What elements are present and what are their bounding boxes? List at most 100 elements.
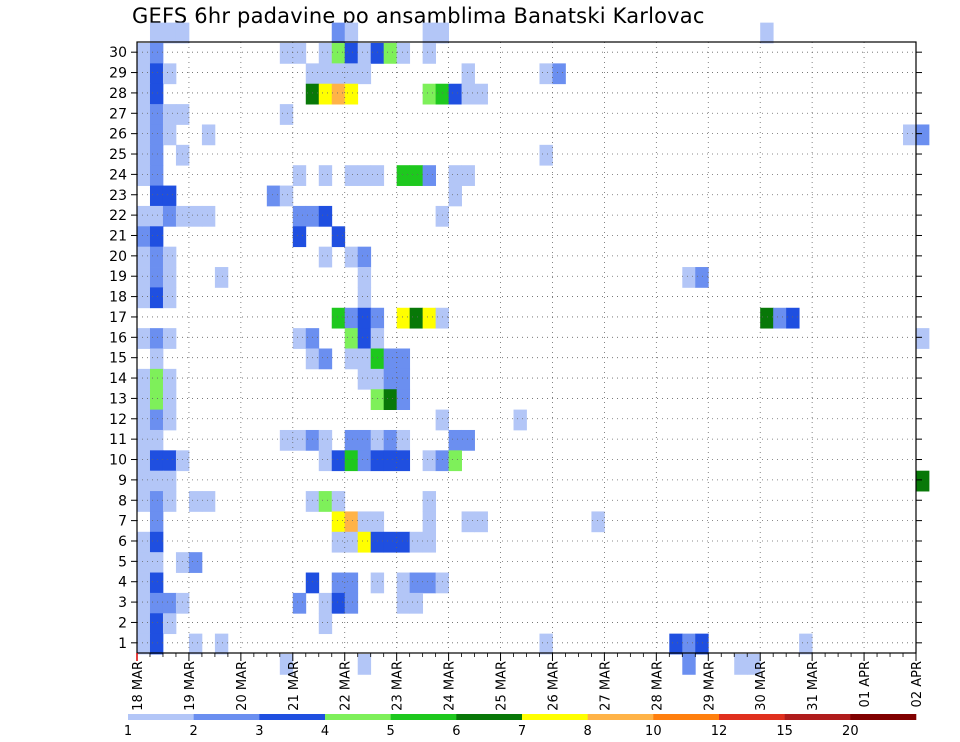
x-tick-label: 23 MAR <box>391 661 406 711</box>
heatmap-cell <box>137 552 151 573</box>
heatmap-cell <box>760 22 774 44</box>
heatmap-cell <box>370 307 385 329</box>
x-tick-label: 20 MAR <box>235 661 250 711</box>
heatmap-cell <box>435 83 449 105</box>
heatmap-cell <box>137 470 151 492</box>
heatmap-cell <box>916 328 930 349</box>
heatmap-cell <box>162 205 177 227</box>
heatmap-cell <box>799 633 813 655</box>
heatmap-cell <box>279 654 294 675</box>
heatmap-cell <box>786 307 800 329</box>
heatmap-cell <box>435 307 449 329</box>
heatmap-cell <box>201 491 216 512</box>
heatmap-cell <box>448 185 462 207</box>
heatmap-cell <box>279 429 294 451</box>
colorbar-label: 6 <box>452 724 460 739</box>
heatmap-cell <box>149 572 164 594</box>
heatmap-cell <box>162 592 177 614</box>
y-tick-label: 7 <box>118 514 127 530</box>
heatmap-cell <box>370 572 385 594</box>
heatmap-cell <box>695 633 709 655</box>
heatmap-cell <box>149 267 164 288</box>
heatmap-cell <box>162 267 177 288</box>
heatmap-cell <box>357 307 372 329</box>
y-tick-label: 23 <box>109 188 127 204</box>
heatmap-cell <box>318 491 333 512</box>
heatmap-cell <box>331 63 346 85</box>
heatmap-cell <box>292 592 307 614</box>
y-tick-label: 10 <box>109 453 127 469</box>
heatmap-cell <box>539 144 553 166</box>
heatmap-cell <box>149 450 164 472</box>
heatmap-cell <box>539 633 553 655</box>
heatmap-cell <box>137 104 151 125</box>
heatmap-cell <box>149 348 164 370</box>
y-tick-label: 26 <box>109 127 127 143</box>
heatmap-cell <box>149 592 164 614</box>
heatmap-cell <box>383 429 398 451</box>
heatmap-cell <box>305 348 320 370</box>
heatmap-cell <box>357 63 372 85</box>
heatmap-cell <box>318 348 333 370</box>
heatmap-cell <box>305 63 320 85</box>
heatmap-cell <box>331 491 346 512</box>
heatmap-cell <box>370 429 385 451</box>
heatmap-cell <box>149 409 164 431</box>
colorbar-swatch <box>193 714 260 720</box>
x-tick-label: 27 MAR <box>598 661 613 711</box>
heatmap-cell <box>773 307 787 329</box>
heatmap-cell <box>149 43 164 64</box>
heatmap-cell <box>409 531 424 553</box>
heatmap-cell <box>916 124 930 146</box>
heatmap-cell <box>162 389 177 410</box>
y-tick-label: 21 <box>109 228 127 244</box>
heatmap-cell <box>149 613 164 635</box>
heatmap-cell <box>409 307 424 329</box>
heatmap-cell <box>357 287 372 309</box>
heatmap-cell <box>214 267 229 288</box>
heatmap-cell <box>435 450 449 472</box>
y-tick-label: 12 <box>109 412 127 428</box>
heatmap-cell <box>318 246 333 268</box>
heatmap-cell <box>162 613 177 635</box>
colorbar-label: 8 <box>584 724 592 739</box>
heatmap-cell <box>448 83 462 105</box>
heatmap-cell <box>539 63 553 85</box>
heatmap-cell <box>422 450 437 472</box>
heatmap-cell <box>370 368 385 390</box>
heatmap-cell <box>162 124 177 146</box>
heatmap-cell <box>474 511 488 533</box>
heatmap-cell <box>149 389 164 410</box>
heatmap-cell <box>552 63 566 85</box>
heatmap-cell <box>162 328 177 349</box>
colorbar-swatch <box>128 714 194 720</box>
heatmap-cell <box>331 450 346 472</box>
x-tick-label: 26 MAR <box>546 661 561 711</box>
heatmap-cell <box>396 531 411 553</box>
x-tick-label: 28 MAR <box>650 661 665 711</box>
heatmap-cell <box>435 205 449 227</box>
heatmap-cell <box>422 83 437 105</box>
heatmap-cell <box>448 429 462 451</box>
heatmap-cell <box>318 63 333 85</box>
heatmap-cell <box>149 165 164 186</box>
heatmap-cell <box>396 389 411 410</box>
heatmap-cell <box>318 83 333 105</box>
y-tick-label: 25 <box>109 147 127 163</box>
heatmap-cell <box>305 83 320 105</box>
heatmap-cell <box>175 104 190 125</box>
chart-title: GEFS 6hr padavine po ansamblima Banatski… <box>132 4 705 28</box>
heatmap-cell <box>149 144 164 166</box>
heatmap-cell <box>461 83 475 105</box>
heatmap-cell <box>137 205 151 227</box>
x-tick-label: 29 MAR <box>702 661 717 711</box>
heatmap-cell <box>344 246 359 268</box>
y-tick-label: 20 <box>109 249 127 265</box>
heatmap-cell <box>331 531 346 553</box>
colorbar-label: 1 <box>124 724 132 739</box>
heatmap-cell <box>734 654 748 675</box>
colorbar-swatch <box>325 714 391 720</box>
heatmap-cell <box>461 511 475 533</box>
heatmap-cell <box>214 633 229 655</box>
colorbar-label: 5 <box>387 724 395 739</box>
